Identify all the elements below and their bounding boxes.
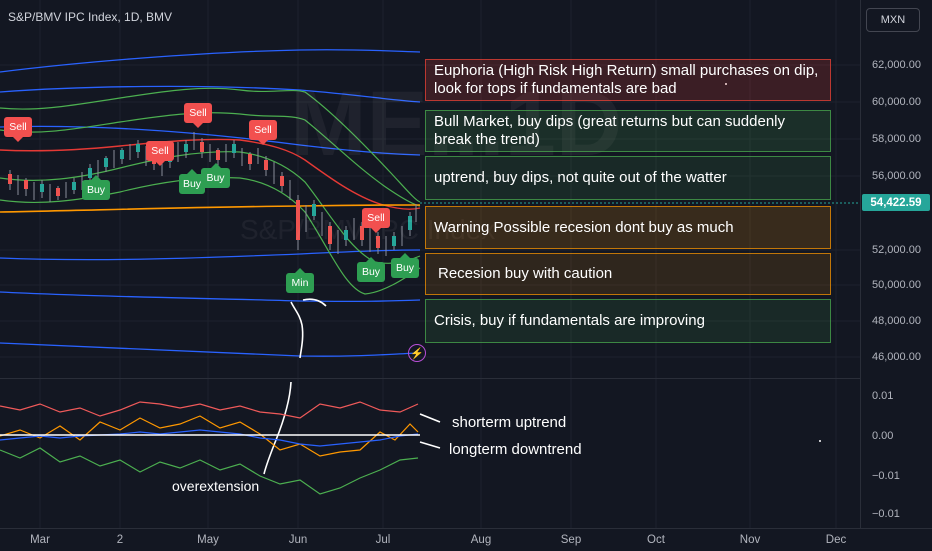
zone-text: Recesion buy with caution [438, 265, 613, 282]
price-label: 50,000.00 [872, 279, 921, 291]
price-label: 46,000.00 [872, 351, 921, 363]
price-label: 58,000.00 [872, 133, 921, 145]
time-label: Oct [647, 534, 665, 546]
indicator-label: 0.00 [872, 430, 894, 442]
sell-signal[interactable]: Sell [184, 103, 212, 128]
time-label: Dec [825, 534, 847, 546]
price-label: 48,000.00 [872, 315, 921, 327]
time-label: Jun [288, 534, 308, 546]
price-label: 60,000.00 [872, 96, 921, 108]
zone-text: uptrend, buy dips, not quite out of the … [434, 169, 727, 186]
price-axis[interactable] [860, 0, 932, 528]
buy-signal[interactable]: Buy [201, 163, 230, 188]
symbol-title[interactable]: S&P/BMV IPC Index, 1D, BMV [8, 10, 173, 24]
zone-euphoria: Euphoria (High Risk High Return) small p… [425, 59, 831, 101]
time-axis[interactable] [0, 528, 932, 551]
buy-signal[interactable]: Buy [82, 175, 110, 200]
zone-crisis: Crisis, buy if fundamentals are improvin… [425, 299, 831, 343]
zone-text: Warning Possible recesion dont buy as mu… [434, 218, 734, 236]
time-label: Sep [560, 534, 582, 546]
time-label: 2 [116, 534, 124, 546]
sell-signal[interactable]: Sell [249, 120, 277, 145]
sell-signal[interactable]: Sell [146, 141, 174, 166]
shorterm-uptrend-note: shorterm uptrend [452, 414, 567, 431]
overextension-note: overextension [172, 478, 260, 494]
zone-text: Bull Market, buy dips (great returns but… [434, 113, 786, 148]
min-signal[interactable]: Min [286, 268, 314, 293]
zone-recession: Recesion buy with caution [425, 253, 831, 295]
time-label: Jul [375, 534, 391, 546]
indicator-label: −0.01 [872, 470, 900, 482]
longterm-downtrend-note: longterm downtrend [449, 441, 582, 458]
price-label: 56,000.00 [872, 170, 921, 182]
indicator-label: 0.01 [872, 390, 894, 402]
price-label: 62,000.00 [872, 59, 921, 71]
zone-bull-market: Bull Market, buy dips (great returns but… [425, 110, 831, 152]
zone-text: Euphoria (High Risk High Return) small p… [434, 62, 819, 97]
sell-signal[interactable]: Sell [362, 208, 390, 233]
zone-warning: Warning Possible recesion dont buy as mu… [425, 206, 831, 249]
symbol-watermark: ME...1D [290, 73, 623, 175]
currency-button[interactable]: MXN [866, 8, 920, 32]
time-label: Aug [470, 534, 492, 546]
lightning-bolt-icon[interactable]: ⚡ [408, 344, 426, 362]
zone-uptrend: uptrend, buy dips, not quite out of the … [425, 156, 831, 200]
price-label: 52,000.00 [872, 244, 921, 256]
buy-signal[interactable]: Buy [357, 257, 385, 282]
pane-divider[interactable] [0, 378, 860, 379]
indicator-label: −0.01 [872, 508, 900, 520]
zone-text: Crisis, buy if fundamentals are improvin… [434, 312, 705, 329]
buy-signal[interactable]: Buy [179, 169, 205, 194]
time-label: May [197, 534, 219, 546]
time-label: Mar [30, 534, 50, 546]
current-price-tag: 54,422.59 [862, 194, 930, 211]
time-label: Nov [739, 534, 761, 546]
sell-signal[interactable]: Sell [4, 117, 32, 142]
buy-signal[interactable]: Buy [391, 253, 419, 278]
